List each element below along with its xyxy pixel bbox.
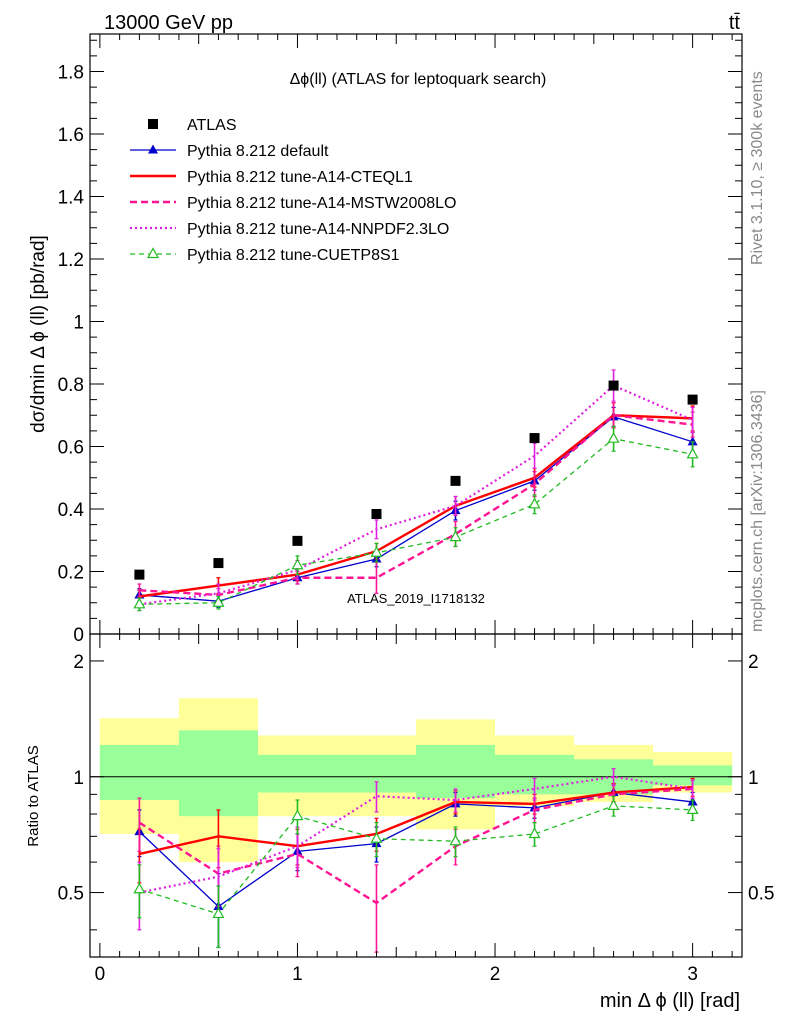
ratio-y-axis-label: Ratio to ATLAS [25,745,42,846]
ratio-band-inner [178,730,258,817]
ratio-band-inner [653,765,733,786]
x-tick-label: 1 [292,964,303,985]
main-series-nnpdf [137,369,695,612]
main-point-atlas [213,558,224,569]
main-y-tick-label: 1.2 [58,250,84,271]
energy-label: 13000 GeV pp [104,12,233,34]
x-tick-label: 3 [687,964,698,985]
main-point-atlas [608,380,619,391]
main-point-cuetp [686,447,699,459]
main-plot-title: Δϕ(ll) (ATLAS for leptoquark search) [290,71,547,88]
main-point-atlas [687,394,698,405]
analysis-watermark: ATLAS_2019_I1718132 [347,591,485,606]
legend-label-default: Pythia 8.212 default [187,143,329,160]
main-series-mstw [137,402,695,602]
legend-entry-mstw: Pythia 8.212 tune-A14-MSTW2008LO [130,195,456,212]
legend-entry-default: Pythia 8.212 default [130,143,329,160]
legend-label-mstw: Pythia 8.212 tune-A14-MSTW2008LO [187,195,456,212]
main-y-tick-label: 0.2 [58,563,84,584]
ratio-y-tick-label-right: 1 [748,768,759,789]
legend-entry-cteql1: Pythia 8.212 tune-A14-CTEQL1 [130,169,413,186]
legend-entry-cuetp: Pythia 8.212 tune-CUETP8S1 [130,247,400,264]
main-point-atlas [529,433,540,444]
x-axis-label: min Δ ϕ (ll) [rad] [600,990,740,1012]
rivet-label: Rivet 3.1.10, ≥ 300k events [749,71,766,265]
main-series-cteql1 [137,402,695,604]
main-point-cuetp [133,597,146,609]
main-line-default [139,416,693,602]
main-y-tick-label: 1.4 [58,188,85,209]
legend-marker-cuetp [146,247,160,259]
legend-entry-nnpdf: Pythia 8.212 tune-A14-NNPDF2.3LO [130,221,449,238]
main-line-mstw [139,413,693,597]
main-point-cuetp [212,596,225,607]
main-y-axis-label: dσ/dmin Δ ϕ (ll) [pb/rad] [28,235,49,433]
ratio-y-tick-label-right: 2 [748,652,759,673]
main-y-tick-label: 0 [73,625,84,646]
main-point-default [687,436,698,446]
ratio-point-cuetp [449,834,462,846]
ratio-point-cuetp [607,799,620,810]
main-series-cuetp [133,425,699,612]
main-line-nnpdf [139,384,694,606]
main-y-tick-label: 1.8 [58,63,84,84]
legend-entry-atlas: ATLAS [148,117,237,134]
main-point-cuetp [449,530,462,542]
ratio-point-cuetp [212,907,225,919]
ratio-band-inner [257,754,337,793]
main-point-atlas [292,535,303,546]
ratio-line-mstw [138,787,693,905]
main-line-cuetp [139,437,693,605]
mcplots-label: mcplots.cern.ch [arXiv:1306.3436] [749,390,766,632]
main-point-cuetp [370,546,383,557]
legend-label-nnpdf: Pythia 8.212 tune-A14-NNPDF2.3LO [187,221,449,238]
main-point-atlas [450,475,461,486]
legend-label-cuetp: Pythia 8.212 tune-CUETP8S1 [187,247,400,264]
main-y-tick-label: 1.6 [58,125,84,146]
ratio-y-tick-label: 2 [73,652,84,673]
main-point-cuetp [607,431,620,443]
ratio-y-tick-label: 0.5 [58,884,84,905]
ratio-band-inner [99,744,179,801]
legend-label-atlas: ATLAS [187,117,237,134]
main-y-tick-label: 1 [73,313,84,334]
ratio-line-cteql1 [139,785,693,856]
main-point-cuetp [291,558,304,570]
x-tick-label: 0 [95,964,106,985]
main-point-atlas [371,509,382,519]
ratio-y-tick-label: 1 [73,768,84,789]
main-y-tick-label: 0.8 [58,375,84,396]
main-y-tick-label: 0.4 [58,500,85,521]
main-point-cuetp [528,497,541,509]
ratio-point-cuetp [686,803,699,815]
legend-label-cteql1: Pythia 8.212 tune-A14-CTEQL1 [187,169,413,186]
ratio-point-cuetp [370,832,383,843]
main-point-atlas [134,569,145,580]
ratio-point-cuetp [528,827,541,839]
x-tick-label: 2 [490,964,501,985]
chart-layers: 0 0.2 0.4 0.6 0.8 1 1.2 1.4 1.6 1.8 0 1 2 3 0.5 0.5 1 1 2 2… [58,33,774,985]
ratio-point-cuetp [291,809,304,821]
ratio-line-cuetp [139,805,693,915]
process-label: tt̄ [729,12,741,34]
ratio-y-tick-label-right: 0.5 [748,884,774,905]
legend-marker-default [148,144,158,154]
ratio-series-cuetp [133,795,699,949]
main-y-tick-label: 0.6 [58,438,84,459]
ratio-point-cuetp [133,882,146,894]
legend-marker-atlas [148,119,158,129]
